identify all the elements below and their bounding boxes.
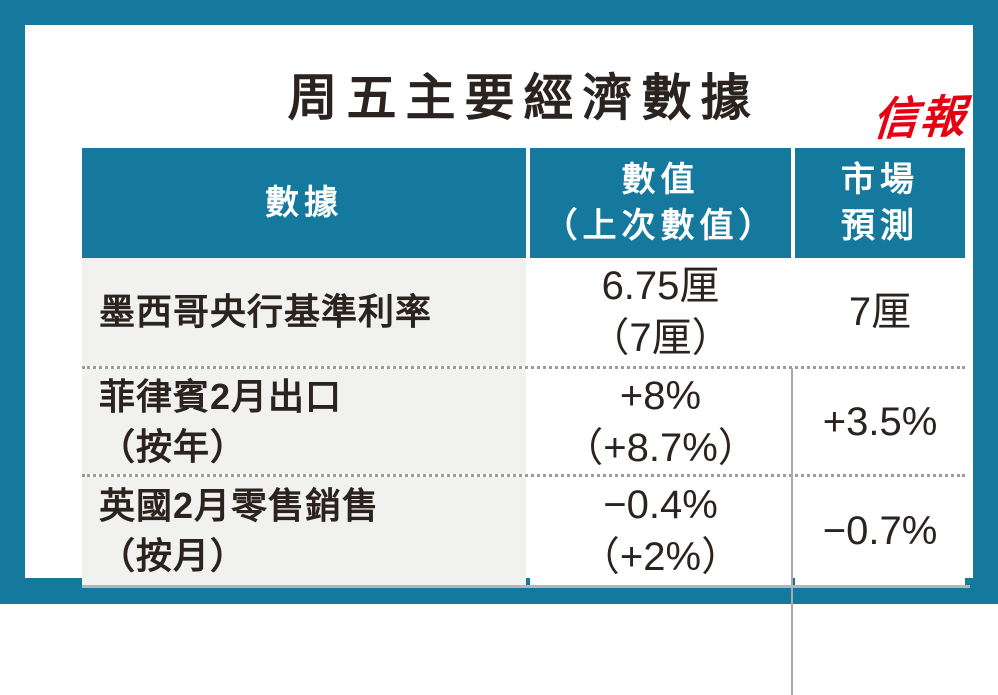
value-cell: +8% （+8.7%） [530,369,791,474]
table-row: 墨西哥央行基準利率 6.75厘 （7厘） 7厘 [82,258,965,369]
header-value: 數值 （上次數值） [530,148,791,258]
table-row: 菲律賓2月出口 （按年） +8% （+8.7%） +3.5% [82,369,965,477]
indicator-cell: 菲律賓2月出口 （按年） [82,369,526,474]
forecast-cell: −0.7% [795,477,965,585]
page-title: 周五主要經濟數據 [287,70,760,126]
indicator-cell: 墨西哥央行基準利率 [82,258,526,366]
table-body: 墨西哥央行基準利率 6.75厘 （7厘） 7厘 菲律賓2月出口 （按年） +8%… [82,258,965,695]
forecast-cell: 7厘 [795,258,965,366]
column-divider-line [791,368,793,695]
header-indicator: 數據 [82,148,526,258]
value-cell: 6.75厘 （7厘） [530,258,791,366]
content-panel: 周五主要經濟數據 信報 數據 數值 （上次數值） 市場 預測 墨西哥央行基準利率… [25,25,973,695]
table-bottom-rule [82,585,970,588]
value-cell: −0.4% （+2%） [530,477,791,585]
indicator-cell: 英國2月零售銷售 （按月） [82,477,526,585]
table-header-row: 數據 數值 （上次數值） 市場 預測 [82,148,965,258]
table-row: 英國2月零售銷售 （按月） −0.4% （+2%） −0.7% [82,477,965,585]
hkej-logo: 信報 [871,90,969,145]
header-forecast: 市場 預測 [795,148,965,258]
economic-data-table: 數據 數值 （上次數值） 市場 預測 墨西哥央行基準利率 6.75厘 （7厘） … [82,148,970,695]
forecast-cell: +3.5% [795,369,965,474]
